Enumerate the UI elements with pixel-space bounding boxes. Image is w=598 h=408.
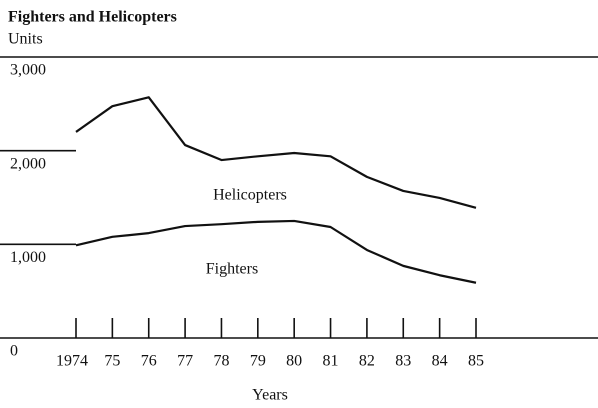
x-tick-label: 83 [395,353,411,370]
x-tick-label: 82 [359,353,375,370]
y-axis-label: Units [8,31,43,48]
x-tick-label: 84 [432,353,448,370]
chart-title: Fighters and Helicopters [8,9,177,26]
x-tick-label: 80 [286,353,302,370]
series-label: Helicopters [213,187,287,204]
x-tick-label: 75 [104,353,120,370]
series-line [75,96,477,209]
series-line [75,219,477,284]
y-tick-label: 1,000 [10,249,46,266]
x-tick-label: 1974 [56,353,88,370]
x-axis-label: Years [252,387,288,404]
y-tick-label: 3,000 [10,62,46,79]
x-tick-label: 85 [468,353,484,370]
x-tick-label: 77 [177,353,193,370]
x-tick-label: 78 [213,353,229,370]
y-tick-label: 0 [10,343,18,360]
y-tick-label: 2,000 [10,155,46,172]
series-label: Fighters [206,261,258,278]
x-tick-label: 81 [323,353,339,370]
x-tick-label: 76 [141,353,157,370]
x-tick-label: 79 [250,353,266,370]
